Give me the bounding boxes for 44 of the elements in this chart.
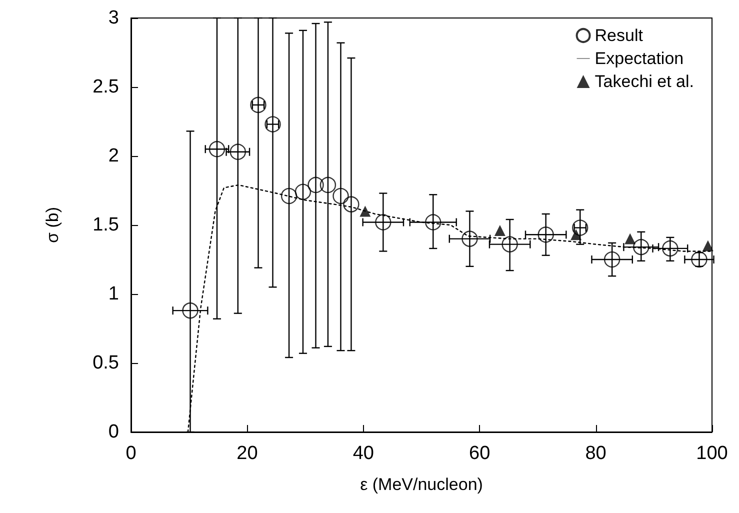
- point: [662, 240, 678, 257]
- x-tick-label: 100: [696, 443, 728, 464]
- point: [425, 214, 442, 230]
- x-tick-label: 80: [585, 443, 606, 464]
- y-tick-label: 0.5: [92, 352, 119, 374]
- point: [494, 225, 506, 236]
- legend-label: Takechi et al.: [594, 72, 694, 91]
- point: [360, 206, 371, 217]
- point: [182, 302, 198, 319]
- point: [538, 226, 554, 243]
- point: [264, 116, 281, 132]
- point: [570, 229, 582, 240]
- y-axis-title: σ (b): [43, 207, 62, 243]
- y-tick-label: 0: [108, 422, 119, 442]
- point: [308, 176, 324, 194]
- point: [230, 144, 246, 160]
- x-tick-label: 0: [126, 443, 136, 464]
- point: [604, 251, 620, 268]
- x-tick-label: 60: [469, 443, 490, 464]
- point: [208, 141, 226, 158]
- point: [343, 196, 360, 212]
- y-tick-label: 2.5: [92, 76, 119, 98]
- point: [691, 251, 708, 268]
- point: [702, 240, 714, 252]
- point: [332, 188, 349, 204]
- legend-label: Expectation: [594, 49, 684, 68]
- point: [633, 238, 650, 256]
- legend-label: Result: [594, 26, 644, 45]
- y-tick-label: 1.5: [92, 214, 119, 236]
- y-tick-label: 3: [108, 8, 119, 28]
- x-tick-label: 20: [236, 443, 258, 464]
- x-axis-title: ε (MeV/nucleon): [360, 475, 483, 494]
- point: [280, 188, 298, 204]
- point: [462, 230, 478, 247]
- point: [294, 184, 312, 200]
- x-tick-label: 40: [352, 443, 374, 464]
- y-tick-label: 2: [108, 146, 119, 166]
- point: [250, 96, 266, 114]
- point: [320, 176, 336, 194]
- y-tick-label: 1: [108, 284, 119, 304]
- point: [572, 220, 588, 236]
- point: [502, 236, 518, 252]
- point: [624, 233, 636, 244]
- point: [375, 214, 392, 230]
